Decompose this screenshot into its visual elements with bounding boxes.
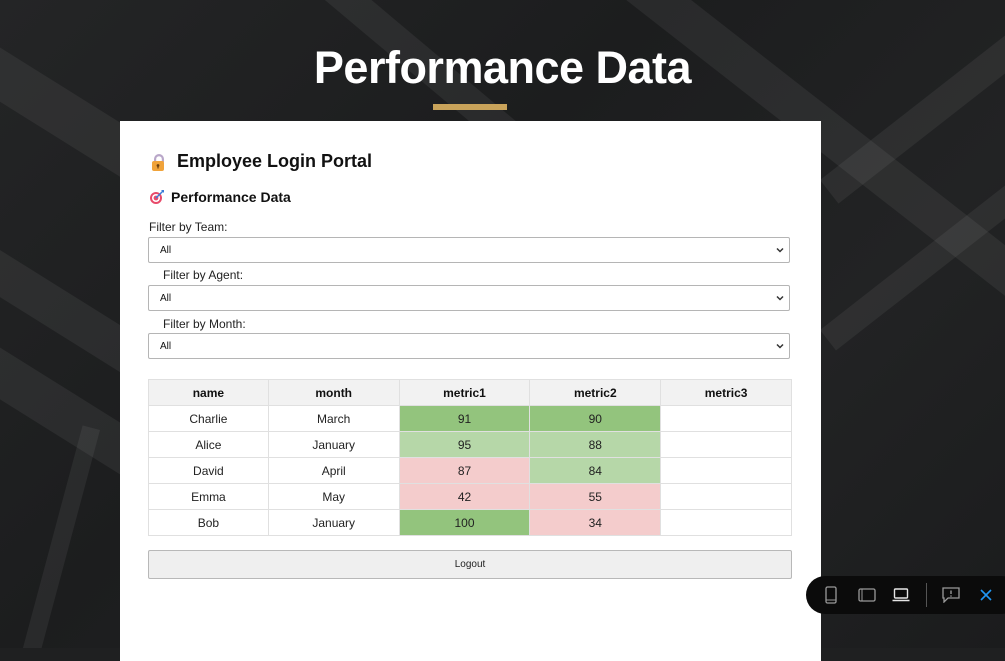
target-icon: [149, 189, 165, 205]
filter-agent-value: All: [160, 292, 172, 304]
filter-team-value: All: [160, 244, 172, 256]
cell-metric2: 55: [529, 483, 662, 510]
performance-table: name month metric1 metric2 metric3 Charl…: [148, 379, 792, 536]
table-row: Bob January 100 34: [148, 509, 792, 536]
close-button[interactable]: [976, 585, 996, 605]
hero-underline: [433, 104, 507, 110]
responsive-toolbar: [806, 576, 1005, 614]
filter-month-label: Filter by Month:: [163, 317, 246, 331]
cell-name: David: [148, 457, 269, 484]
cell-metric3: [660, 457, 792, 484]
hero-title: Performance Data: [313, 42, 692, 93]
table-row: Emma May 42 55: [148, 483, 792, 510]
section-title: Performance Data: [149, 189, 291, 205]
tablet-view-icon: [858, 588, 876, 602]
cell-metric2: 84: [529, 457, 662, 484]
feedback-button[interactable]: [941, 585, 961, 605]
table-header-row: name month metric1 metric2 metric3: [148, 379, 792, 406]
toolbar-divider: [926, 583, 927, 607]
cell-month: January: [267, 509, 400, 536]
cell-name: Alice: [148, 431, 269, 458]
cell-metric2: 90: [529, 405, 662, 432]
chevron-down-icon: [776, 343, 784, 349]
table-row: Charlie March 91 90: [148, 405, 792, 432]
cell-metric1: 100: [398, 509, 531, 536]
table-row: David April 87 84: [148, 457, 792, 484]
cell-name: Bob: [148, 509, 269, 536]
filter-month-value: All: [160, 340, 172, 352]
cell-month: April: [267, 457, 400, 484]
filter-agent-label: Filter by Agent:: [163, 268, 244, 282]
cell-metric1: 42: [398, 483, 531, 510]
column-header-name: name: [148, 379, 269, 406]
chevron-down-icon: [776, 295, 784, 301]
desktop-view-button[interactable]: [891, 585, 911, 605]
lock-icon: [149, 152, 169, 172]
filter-month-select[interactable]: All: [148, 333, 790, 359]
table-row: Alice January 95 88: [148, 431, 792, 458]
cell-metric1: 95: [398, 431, 531, 458]
desktop-view-icon: [892, 588, 910, 602]
cell-month: May: [267, 483, 400, 510]
tablet-view-button[interactable]: [857, 585, 877, 605]
background-beam: [15, 425, 101, 648]
portal-card: Employee Login Portal Performance Data F…: [120, 121, 821, 661]
cell-month: March: [267, 405, 400, 432]
cell-name: Charlie: [148, 405, 269, 432]
cell-name: Emma: [148, 483, 269, 510]
portal-title: Employee Login Portal: [149, 151, 372, 172]
filter-agent-select[interactable]: All: [148, 285, 790, 311]
filter-team-select[interactable]: All: [148, 237, 790, 263]
cell-metric2: 88: [529, 431, 662, 458]
portal-title-text: Employee Login Portal: [177, 151, 373, 171]
column-header-month: month: [267, 379, 400, 406]
chevron-down-icon: [776, 247, 784, 253]
filter-team-label: Filter by Team:: [149, 220, 228, 234]
cell-metric3: [660, 431, 792, 458]
section-title-text: Performance Data: [171, 189, 291, 205]
cell-metric3: [660, 509, 792, 536]
logout-button[interactable]: Logout: [148, 550, 792, 579]
cell-metric3: [660, 405, 792, 432]
mobile-view-icon: [825, 586, 837, 604]
cell-metric1: 87: [398, 457, 531, 484]
cell-metric2: 34: [529, 509, 662, 536]
cell-metric1: 91: [398, 405, 531, 432]
column-header-metric3: metric3: [660, 379, 792, 406]
column-header-metric1: metric1: [398, 379, 531, 406]
cell-metric3: [660, 483, 792, 510]
feedback-icon: [942, 587, 960, 603]
column-header-metric2: metric2: [529, 379, 662, 406]
cell-month: January: [267, 431, 400, 458]
mobile-view-button[interactable]: [821, 585, 841, 605]
close-icon: [980, 589, 992, 601]
